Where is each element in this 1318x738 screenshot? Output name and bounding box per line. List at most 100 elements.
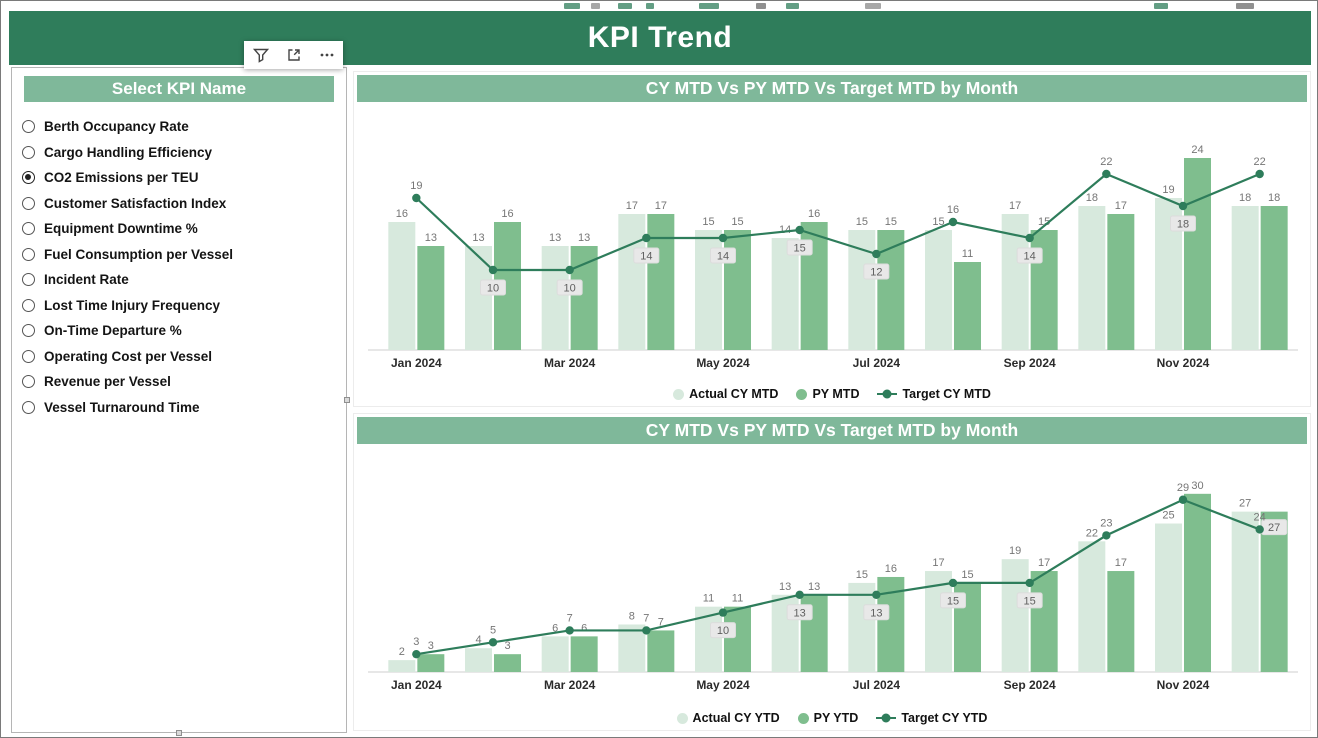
- py-mtd-bar[interactable]: [417, 246, 445, 350]
- actual-cy-mtd-bar[interactable]: [848, 230, 876, 350]
- actual-cy-mtd-bar[interactable]: [1231, 206, 1259, 350]
- actual-cy-ytd-bar[interactable]: [541, 636, 569, 672]
- kpi-option-customer-satisfaction-index[interactable]: Customer Satisfaction Index: [22, 191, 336, 217]
- target-cy-ytd-marker[interactable]: [872, 590, 881, 599]
- target-cy-mtd-marker[interactable]: [1025, 233, 1034, 243]
- more-options-button[interactable]: [312, 42, 342, 68]
- radio-icon[interactable]: [22, 120, 35, 134]
- target-cy-mtd-marker[interactable]: [1102, 169, 1111, 179]
- target-cy-mtd-marker[interactable]: [488, 265, 498, 275]
- resize-handle[interactable]: [344, 397, 350, 403]
- kpi-option-on-time-departure[interactable]: On-Time Departure %: [22, 318, 336, 344]
- kpi-option-equipment-downtime[interactable]: Equipment Downtime %: [22, 216, 336, 242]
- legend-target-cy-ytd[interactable]: Target CY YTD: [876, 711, 987, 725]
- actual-cy-ytd-bar[interactable]: [388, 660, 416, 672]
- actual-cy-ytd-bar[interactable]: [1001, 559, 1029, 672]
- target-cy-mtd-marker[interactable]: [565, 265, 574, 275]
- legend-py-ytd[interactable]: PY YTD: [797, 711, 858, 725]
- legend-actual-cy-mtd[interactable]: Actual CY MTD: [673, 387, 778, 401]
- py-ytd-bar[interactable]: [570, 636, 598, 672]
- kpi-option-fuel-consumption-per-vessel[interactable]: Fuel Consumption per Vessel: [22, 242, 336, 268]
- py-ytd-bar[interactable]: [417, 654, 445, 672]
- radio-icon[interactable]: [22, 375, 35, 389]
- actual-cy-ytd-bar[interactable]: [925, 571, 952, 672]
- target-cy-ytd-marker[interactable]: [948, 578, 958, 588]
- chart-mtd-legend: Actual CY MTD PY MTD Target CY MTD: [354, 387, 1310, 401]
- kpi-option-label: Berth Occupancy Rate: [44, 119, 189, 135]
- py-mtd-bar[interactable]: [647, 214, 675, 350]
- target-cy-mtd-marker[interactable]: [718, 233, 728, 243]
- actual-cy-ytd-bar[interactable]: [618, 624, 646, 672]
- py-mtd-bar[interactable]: [1260, 206, 1288, 350]
- actual-cy-mtd-bar[interactable]: [465, 246, 492, 350]
- py-ytd-bar[interactable]: [1107, 571, 1135, 672]
- radio-icon[interactable]: [22, 324, 35, 338]
- actual-cy-ytd-bar[interactable]: [1231, 511, 1259, 672]
- legend-actual-cy-ytd[interactable]: Actual CY YTD: [676, 711, 780, 725]
- radio-selected-icon[interactable]: [22, 171, 35, 185]
- radio-icon[interactable]: [22, 145, 35, 159]
- target-cy-mtd-marker[interactable]: [872, 249, 881, 259]
- py-mtd-bar[interactable]: [570, 246, 598, 350]
- py-ytd-bar[interactable]: [494, 654, 521, 672]
- target-cy-ytd-marker[interactable]: [795, 590, 804, 599]
- target-cy-mtd-line[interactable]: [415, 172, 1261, 272]
- radio-icon[interactable]: [22, 273, 35, 287]
- kpi-option-vessel-turnaround-time[interactable]: Vessel Turnaround Time: [22, 395, 336, 421]
- legend-target-cy-mtd[interactable]: Target CY MTD: [877, 387, 991, 401]
- target-cy-ytd-marker[interactable]: [642, 626, 651, 635]
- actual-cy-ytd-bar[interactable]: [465, 648, 492, 672]
- target-cy-ytd-marker[interactable]: [1255, 525, 1264, 534]
- radio-icon[interactable]: [22, 247, 35, 261]
- py-mtd-bar[interactable]: [1107, 214, 1135, 350]
- actual-cy-ytd-bar[interactable]: [1155, 523, 1182, 672]
- data-label: 15: [702, 216, 714, 228]
- target-cy-mtd-marker[interactable]: [1178, 201, 1188, 211]
- radio-icon[interactable]: [22, 298, 35, 312]
- actual-cy-mtd-bar[interactable]: [925, 230, 952, 350]
- py-mtd-bar[interactable]: [877, 230, 905, 350]
- target-cy-mtd-marker[interactable]: [642, 233, 651, 243]
- target-cy-ytd-marker[interactable]: [488, 638, 498, 647]
- py-ytd-bar[interactable]: [1260, 511, 1288, 672]
- resize-handle[interactable]: [176, 730, 182, 736]
- kpi-option-operating-cost-per-vessel[interactable]: Operating Cost per Vessel: [22, 344, 336, 370]
- target-cy-mtd-marker[interactable]: [948, 217, 958, 227]
- target-cy-ytd-marker[interactable]: [1025, 578, 1034, 588]
- target-cy-ytd-marker[interactable]: [718, 608, 728, 617]
- kpi-option-revenue-per-vessel[interactable]: Revenue per Vessel: [22, 369, 336, 395]
- target-cy-ytd-marker[interactable]: [412, 649, 421, 659]
- radio-icon[interactable]: [22, 196, 35, 210]
- actual-cy-mtd-bar[interactable]: [1078, 206, 1106, 350]
- radio-icon[interactable]: [22, 349, 35, 363]
- radio-icon[interactable]: [22, 222, 35, 236]
- kpi-option-incident-rate[interactable]: Incident Rate: [22, 267, 336, 293]
- kpi-option-co2-emissions-per-teu[interactable]: CO2 Emissions per TEU: [22, 165, 336, 191]
- py-mtd-bar[interactable]: [954, 262, 981, 350]
- target-cy-ytd-marker[interactable]: [1178, 495, 1188, 504]
- actual-cy-ytd-bar[interactable]: [1078, 541, 1106, 672]
- actual-cy-mtd-bar[interactable]: [618, 214, 646, 350]
- py-mtd-bar[interactable]: [1184, 158, 1211, 350]
- py-ytd-bar[interactable]: [1184, 493, 1211, 672]
- actual-cy-ytd-bar[interactable]: [848, 582, 876, 672]
- kpi-option-cargo-handling-efficiency[interactable]: Cargo Handling Efficiency: [22, 140, 336, 166]
- actual-cy-mtd-bar[interactable]: [541, 246, 569, 350]
- filter-button[interactable]: [246, 42, 276, 68]
- actual-cy-mtd-bar[interactable]: [771, 238, 799, 350]
- target-cy-ytd-line[interactable]: [416, 498, 1261, 656]
- target-cy-ytd-marker[interactable]: [1102, 531, 1111, 540]
- radio-icon[interactable]: [22, 400, 35, 414]
- target-cy-ytd-marker[interactable]: [565, 626, 574, 635]
- kpi-option-lost-time-injury-frequency[interactable]: Lost Time Injury Frequency: [22, 293, 336, 319]
- py-ytd-bar[interactable]: [647, 630, 675, 672]
- py-ytd-bar[interactable]: [1030, 571, 1058, 672]
- py-ytd-bar[interactable]: [724, 606, 751, 672]
- legend-py-mtd[interactable]: PY MTD: [796, 387, 859, 401]
- target-cy-mtd-marker[interactable]: [1255, 169, 1264, 179]
- kpi-option-berth-occupancy-rate[interactable]: Berth Occupancy Rate: [22, 114, 336, 140]
- target-cy-mtd-marker[interactable]: [412, 193, 421, 203]
- focus-mode-button[interactable]: [279, 42, 309, 68]
- actual-cy-mtd-bar[interactable]: [388, 222, 416, 350]
- target-cy-mtd-marker[interactable]: [795, 225, 804, 235]
